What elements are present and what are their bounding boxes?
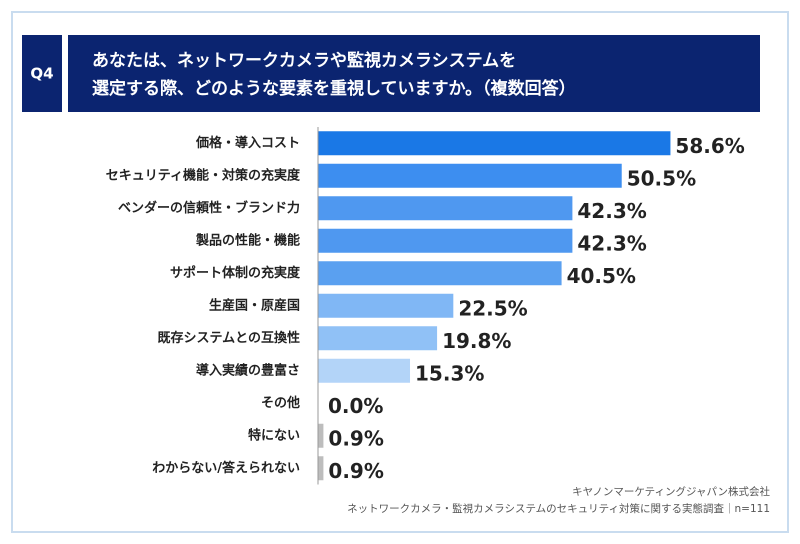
bar — [318, 131, 671, 156]
bar — [318, 261, 562, 286]
value-label: 19.8% — [442, 329, 511, 353]
value-label: 40.5% — [567, 264, 636, 288]
value-label: 42.3% — [577, 199, 646, 223]
category-label: その他 — [261, 395, 300, 411]
value-label: 58.6% — [675, 134, 744, 158]
category-label: セキュリティ機能・対策の充実度 — [106, 167, 301, 183]
value-label: 0.0% — [328, 394, 383, 418]
category-label: 生産国・原産国 — [209, 297, 300, 313]
category-label: わからない/答えられない — [152, 460, 300, 476]
title-line: あなたは、ネットワークカメラや監視カメラシステムを — [92, 50, 516, 71]
bar — [318, 423, 324, 448]
question-label: Q4 — [30, 65, 53, 83]
value-label: 42.3% — [577, 231, 646, 255]
source: キヤノンマーケティングジャパン株式会社 — [572, 485, 770, 498]
category-label: サポート体制の充実度 — [170, 265, 301, 281]
bar — [318, 196, 573, 221]
category-label: 既存システムとの互換性 — [158, 330, 300, 346]
category-label: 価格・導入コスト — [195, 135, 300, 151]
bar — [318, 163, 622, 188]
value-label: 0.9% — [328, 426, 383, 450]
value-label: 22.5% — [458, 296, 527, 320]
bar — [318, 456, 324, 481]
bar — [318, 358, 411, 383]
question-box — [22, 35, 62, 112]
category-label: 製品の性能・機能 — [195, 232, 300, 248]
category-label: 特にない — [248, 427, 300, 443]
title-box — [68, 35, 760, 112]
value-label: 50.5% — [627, 166, 696, 190]
source: ネットワークカメラ・監視カメラシステムのセキュリティ対策に関する実態調査｜n=1… — [347, 502, 770, 515]
value-label: 15.3% — [415, 361, 484, 385]
bar — [318, 326, 438, 351]
category-label: ベンダーの信頼性・ブランド力 — [118, 200, 300, 216]
title-line: 選定する際、どのような要素を重視していますか。（複数回答） — [92, 78, 576, 99]
bar — [318, 228, 573, 253]
value-label: 0.9% — [328, 459, 383, 483]
category-label: 導入実績の豊富さ — [196, 362, 300, 378]
bar — [318, 293, 454, 318]
